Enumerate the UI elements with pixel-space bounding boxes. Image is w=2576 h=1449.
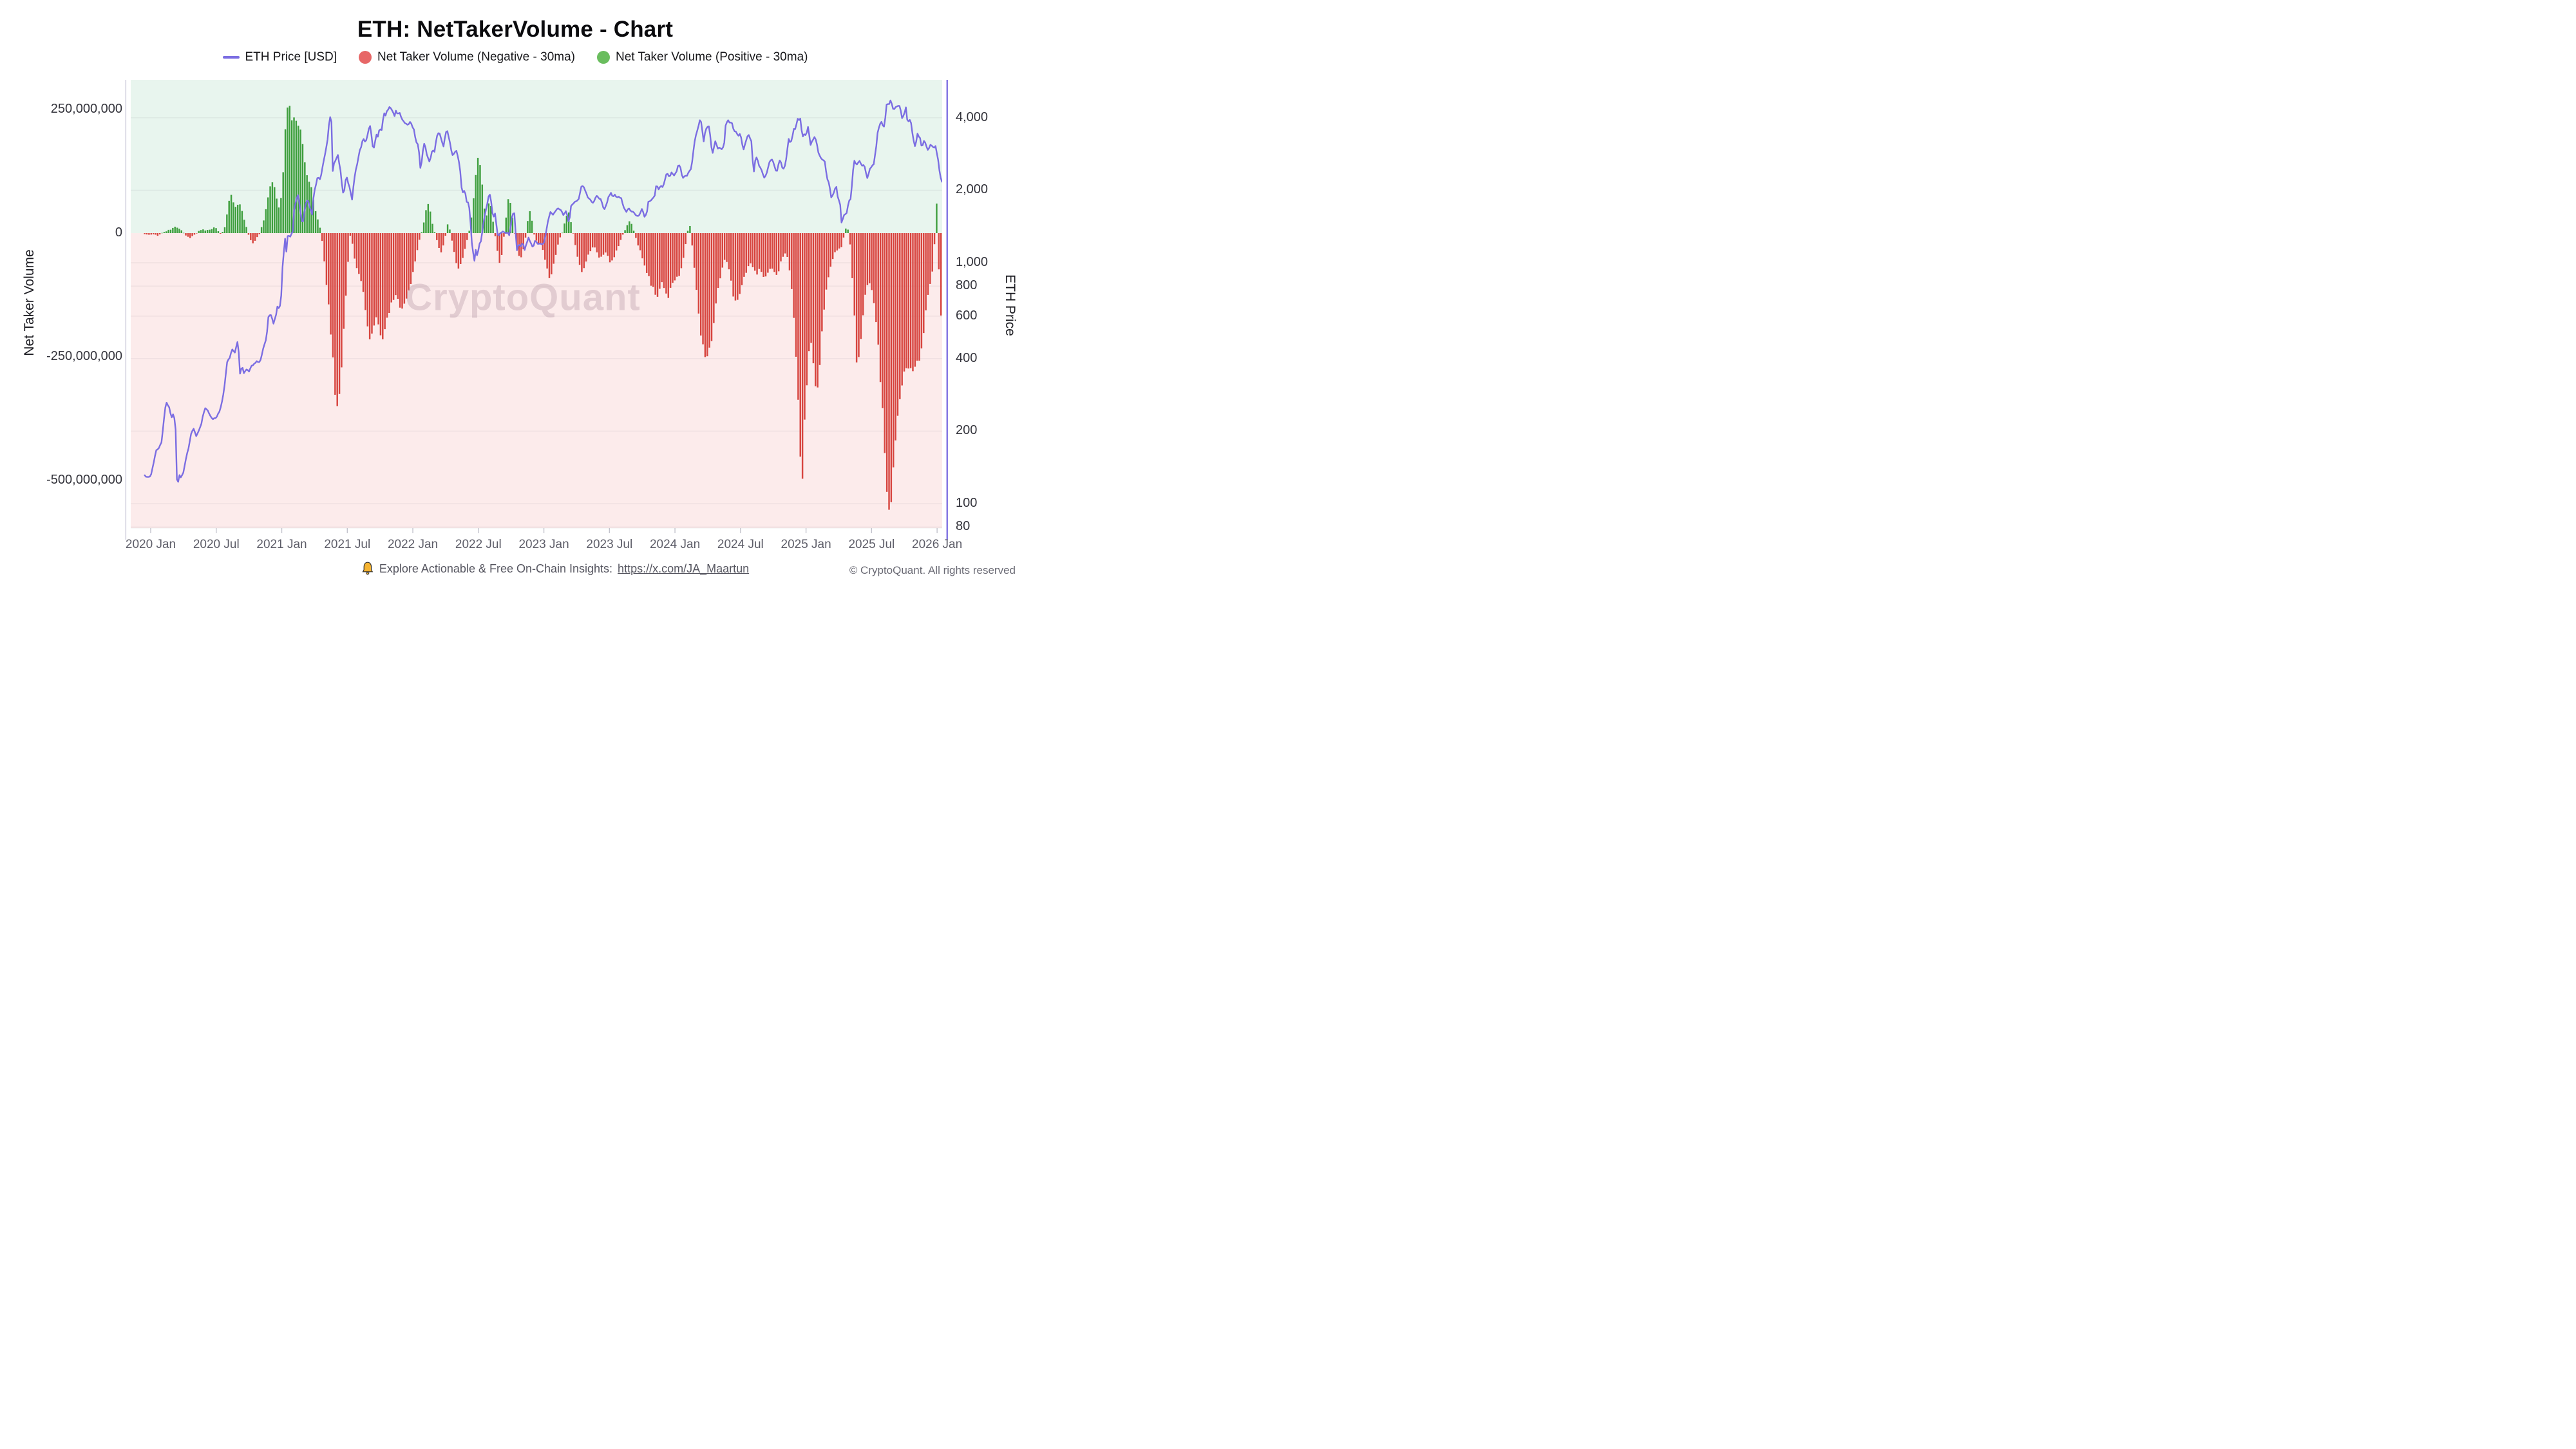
y-right-tick-label: 200 xyxy=(956,423,978,438)
y-right-tick-label: 2,000 xyxy=(956,182,989,197)
y-left-tick-label: 0 xyxy=(115,225,122,240)
x-tick-label: 2023 Jan xyxy=(518,538,569,551)
plot[interactable] xyxy=(0,0,1030,580)
y-right-tick-label: 400 xyxy=(956,350,978,365)
dot-marker-icon xyxy=(596,51,610,64)
y-axis-title-right: ETH Price xyxy=(1003,274,1018,336)
legend-item-1[interactable]: Net Taker Volume (Negative - 30ma) xyxy=(359,50,575,64)
page-title: ETH: NetTakerVolume - Chart xyxy=(357,17,674,42)
x-tick-label: 2022 Jan xyxy=(387,538,439,551)
x-tick-label: 2021 Jan xyxy=(256,538,307,551)
positive-zone-bg xyxy=(131,80,942,233)
y-right-tick-label: 1,000 xyxy=(956,255,989,269)
eth-price-line xyxy=(144,99,942,483)
bell-icon xyxy=(362,562,374,575)
left-axis-spine xyxy=(125,80,127,540)
right-axis-spine xyxy=(946,80,948,540)
legend: ETH Price [USD] Net Taker Volume (Negativ… xyxy=(0,50,1030,64)
y-left-tick-label: 250,000,000 xyxy=(50,102,122,116)
footer-text: Explore Actionable & Free On-Chain Insig… xyxy=(379,562,613,575)
y-axis-title-left: Net Taker Volume xyxy=(22,249,37,356)
legend-item-2[interactable]: Net Taker Volume (Positive - 30ma) xyxy=(596,50,808,64)
legend-item-label: Net Taker Volume (Negative - 30ma) xyxy=(377,50,575,64)
x-tick-label: 2024 Jul xyxy=(717,538,764,551)
copyright: © CryptoQuant. All rights reserved xyxy=(849,564,1016,576)
footer-note: Explore Actionable & Free On-Chain Insig… xyxy=(361,562,749,576)
x-tick-label: 2025 Jul xyxy=(848,538,895,551)
net-taker-volume-bars xyxy=(144,106,942,510)
watermark: CryptoQuant xyxy=(405,276,641,319)
x-tick-label: 2024 Jan xyxy=(649,538,701,551)
line-marker-icon xyxy=(222,56,240,59)
chart-window: ETH: NetTakerVolume - Chart ETH Price [U… xyxy=(0,0,1030,580)
x-tick-label: 2020 Jan xyxy=(125,538,176,551)
x-tick-label: 2022 Jul xyxy=(455,538,502,551)
y-right-tick-label: 80 xyxy=(956,519,971,534)
y-right-tick-label: 800 xyxy=(956,278,978,293)
x-tick-label: 2021 Jul xyxy=(324,538,371,551)
y-right-tick-label: 4,000 xyxy=(956,109,989,124)
y-left-tick-label: -500,000,000 xyxy=(46,473,122,487)
legend-item-label: Net Taker Volume (Positive - 30ma) xyxy=(615,50,808,64)
x-tick-label: 2026 Jan xyxy=(912,538,963,551)
legend-item-0[interactable]: ETH Price [USD] xyxy=(222,50,337,64)
footer-link[interactable]: https://x.com/JA_Maartun xyxy=(618,562,750,575)
y-right-tick-label: 100 xyxy=(956,496,978,511)
y-left-tick-label: -250,000,000 xyxy=(46,349,122,363)
x-tick-label: 2025 Jan xyxy=(781,538,831,551)
dot-marker-icon xyxy=(359,51,372,64)
y-right-tick-label: 600 xyxy=(956,308,978,323)
x-tick-label: 2020 Jul xyxy=(193,538,240,551)
legend-item-label: ETH Price [USD] xyxy=(245,50,337,64)
x-tick-label: 2023 Jul xyxy=(586,538,633,551)
